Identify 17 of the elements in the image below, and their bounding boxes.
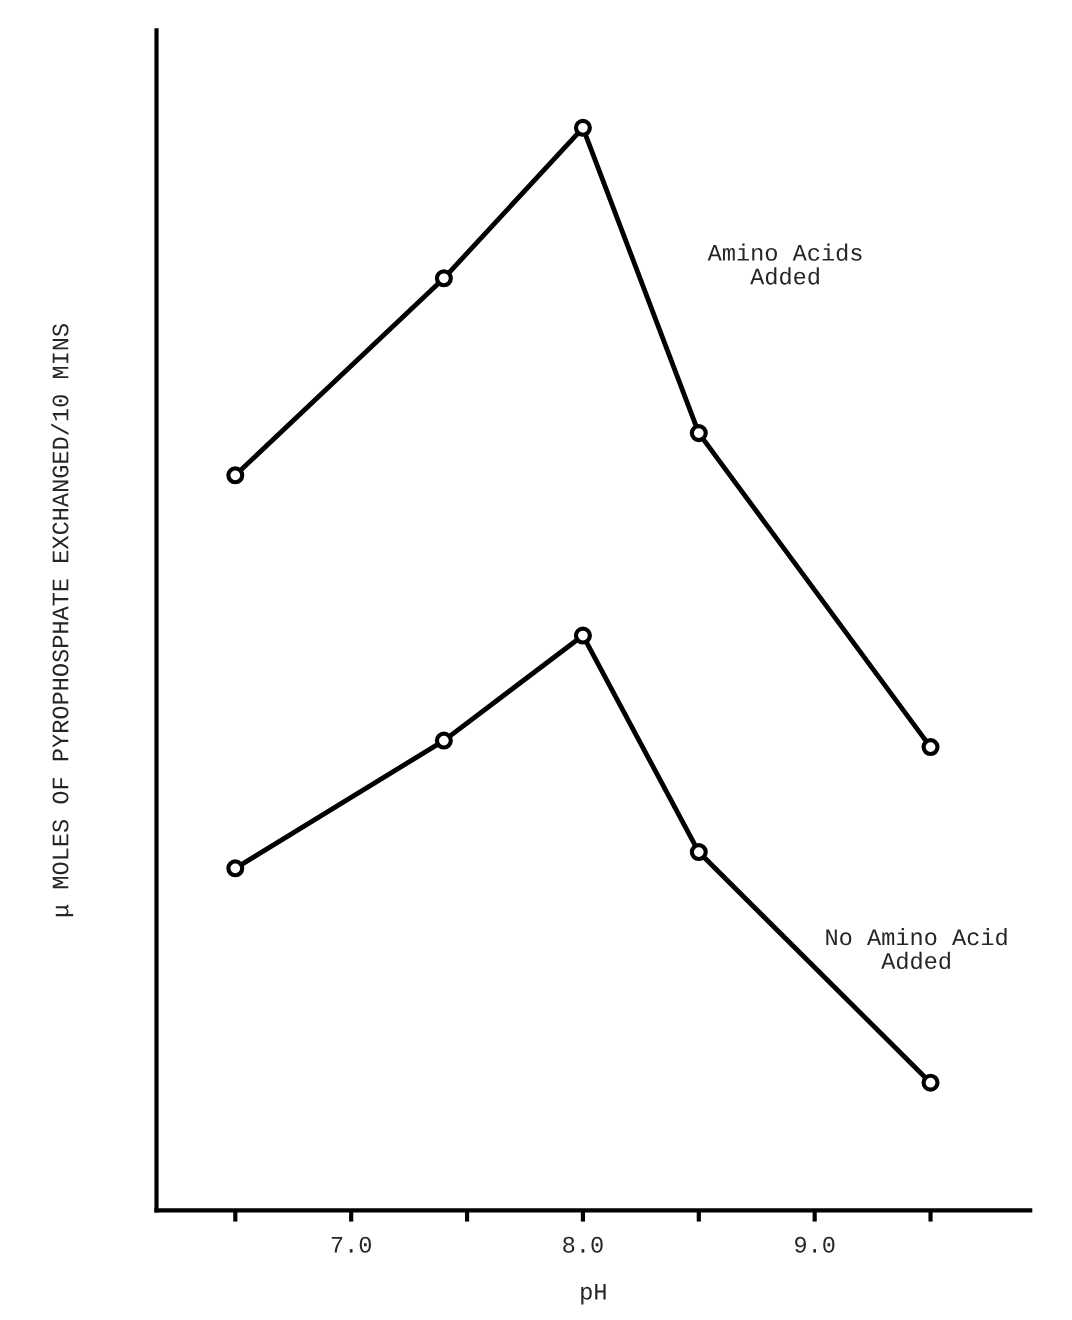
x-axis-title: pH bbox=[581, 1284, 606, 1305]
x-tick-label: 9.0 bbox=[795, 1236, 835, 1253]
point bbox=[434, 269, 453, 288]
point bbox=[573, 118, 592, 137]
point bbox=[434, 731, 453, 750]
point bbox=[226, 859, 245, 878]
y-axis-title: μ MOLES OF PYROPHOSPHATE EXCHANGED/10 MINS bbox=[51, 324, 74, 917]
point bbox=[689, 843, 708, 862]
series-label: No Amino Acid Added bbox=[826, 927, 1007, 970]
point bbox=[689, 424, 708, 443]
point bbox=[226, 466, 245, 485]
point bbox=[921, 738, 940, 757]
point bbox=[573, 626, 592, 645]
x-tick-label: 8.0 bbox=[563, 1236, 603, 1253]
point bbox=[921, 1073, 940, 1092]
x-tick-label: 7.0 bbox=[331, 1236, 371, 1253]
text: Amino Acids Added bbox=[707, 243, 862, 285]
